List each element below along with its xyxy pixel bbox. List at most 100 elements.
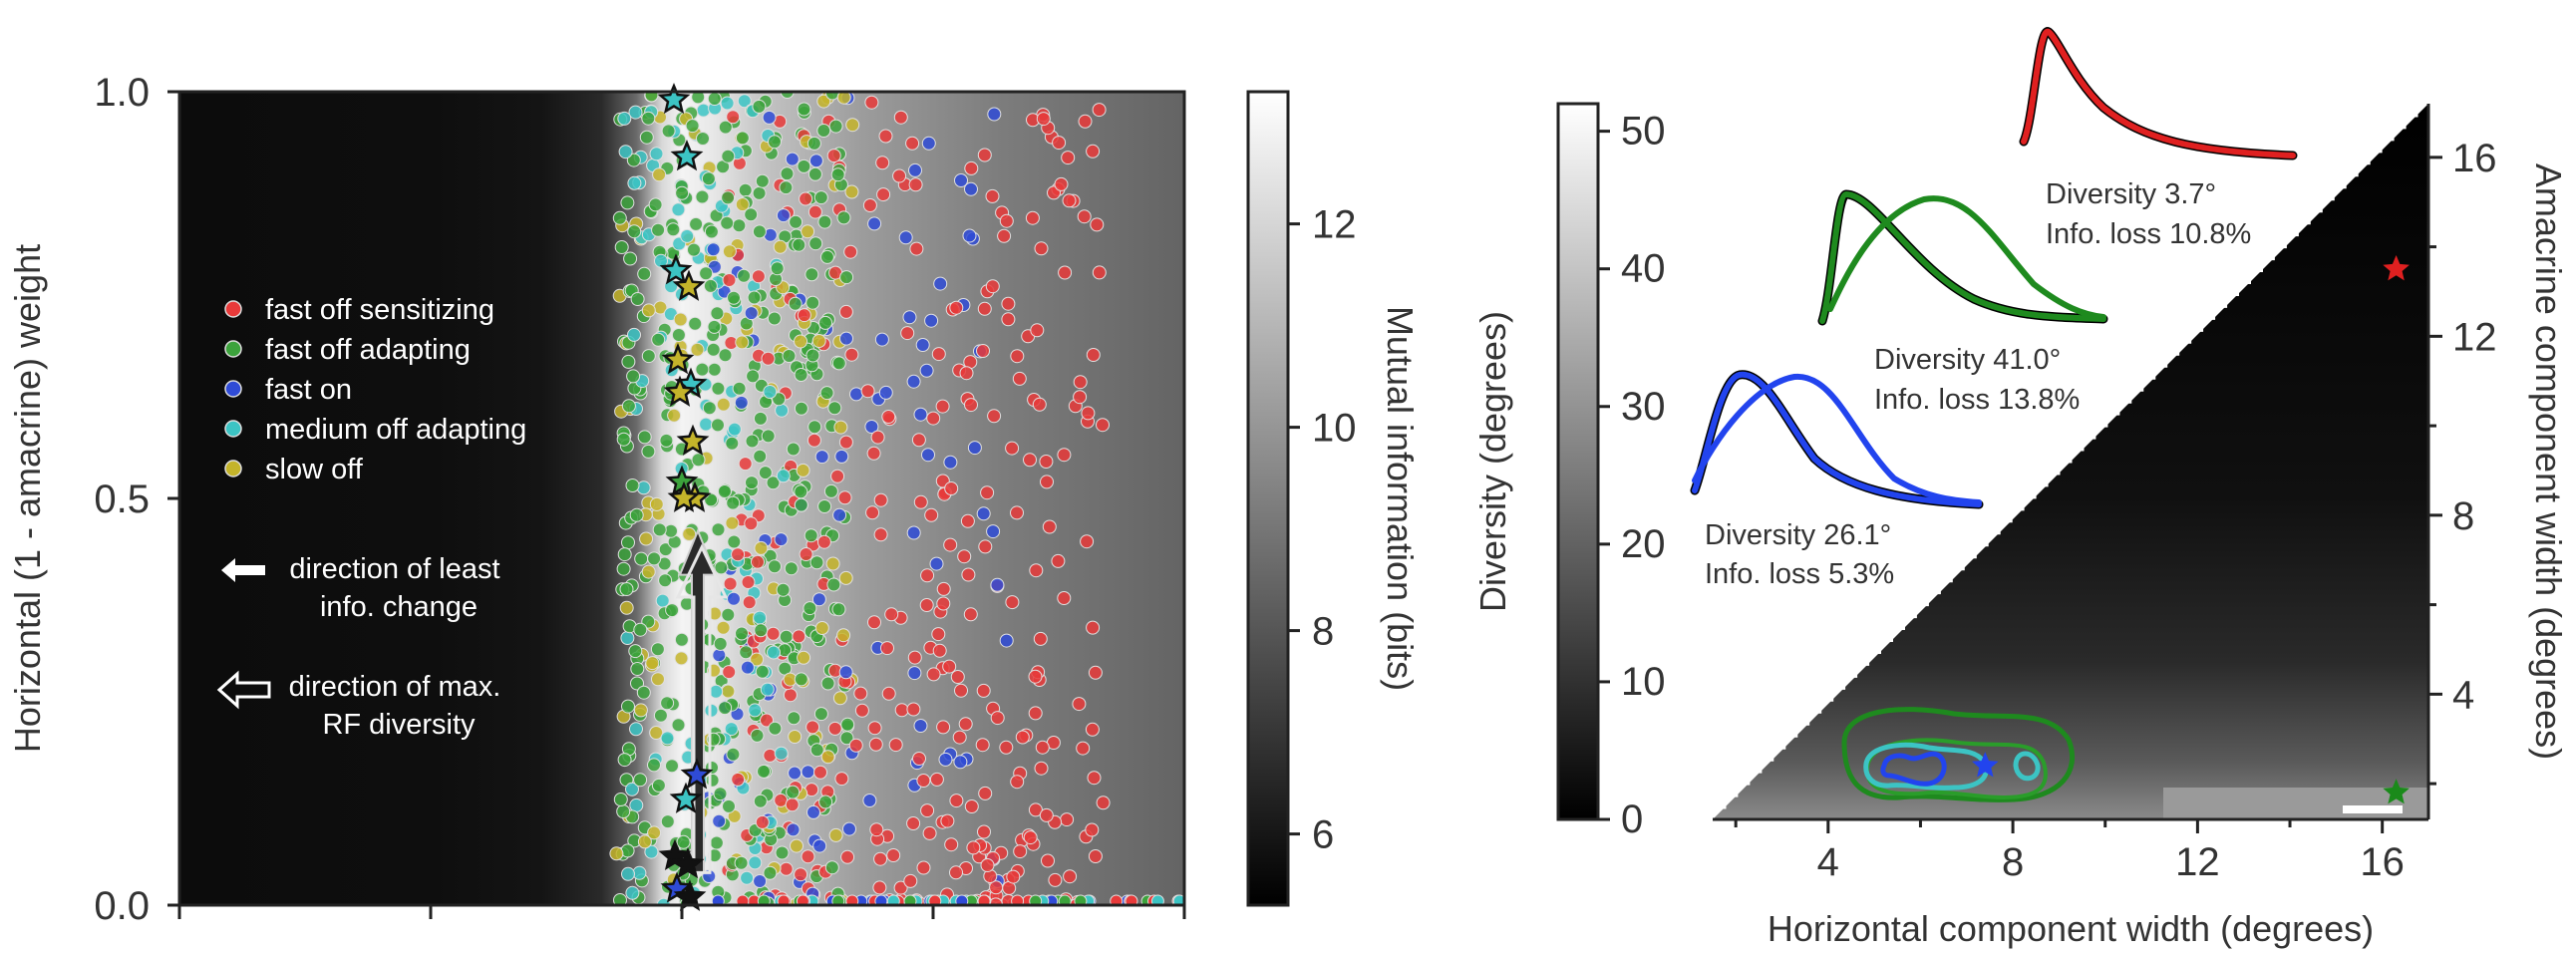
scatter-point — [710, 306, 725, 321]
scatter-point — [911, 433, 926, 448]
scatter-point — [761, 351, 776, 366]
scatter-point — [803, 601, 817, 616]
scatter-point — [906, 525, 921, 540]
scatter-point — [1034, 761, 1049, 776]
scatter-point — [797, 159, 811, 173]
scatter-point — [738, 457, 753, 472]
scatter-point — [792, 629, 806, 644]
scatter-point — [634, 551, 649, 566]
scatter-point — [906, 702, 921, 717]
colorbar-1-bar — [1246, 90, 1290, 907]
scatter-point — [661, 124, 676, 139]
scatter-point — [817, 214, 832, 229]
scatter-point — [929, 772, 944, 787]
scatter-point — [853, 686, 868, 701]
scatter-point — [943, 537, 958, 552]
scatter-point — [748, 703, 763, 718]
scatter-point — [878, 385, 893, 400]
scatter-point — [1041, 853, 1055, 868]
scatter-point — [954, 173, 968, 187]
scatter-point — [920, 803, 935, 818]
scatter-point — [794, 484, 808, 499]
scatter-point — [639, 130, 654, 145]
scatter-point — [799, 191, 813, 206]
scatter-point — [862, 794, 877, 807]
right-panel: 0 10 20 30 40 50 Diversity (degrees) 4 8 12 16 4… — [1472, 27, 2569, 949]
scatter-point — [1005, 595, 1020, 610]
scatter-point — [900, 326, 915, 341]
scatter-point — [797, 308, 811, 323]
scatter-point — [804, 528, 818, 543]
scatter-point — [671, 328, 686, 342]
scatter-point — [621, 399, 636, 414]
scatter-point — [928, 894, 942, 905]
scatter-point — [812, 838, 827, 853]
scatter-point — [755, 173, 770, 188]
scatter-point — [869, 822, 884, 837]
y-axis-label: Horizontal (1 - amacrine) weight — [7, 244, 48, 753]
scatter-point — [660, 696, 675, 711]
scatter-point — [837, 490, 852, 505]
scatter-point — [667, 408, 682, 423]
scatter-point — [1086, 348, 1101, 362]
scatter-point — [1085, 822, 1100, 837]
scatter-point — [987, 107, 1002, 122]
scatter-point — [907, 650, 922, 665]
scatter-point — [1077, 209, 1092, 224]
scatter-point — [1001, 312, 1016, 327]
scatter-point — [621, 699, 635, 714]
scatter-point — [818, 795, 833, 809]
scatter-point — [814, 621, 829, 635]
scatter-point — [819, 386, 834, 401]
scatter-point — [1052, 136, 1067, 151]
scatter-point — [740, 870, 755, 885]
scatter-point — [735, 197, 750, 212]
scatter-point — [924, 507, 939, 522]
inset-blue: Diversity 26.1° Info. loss 5.3% — [1690, 370, 1984, 590]
scatter-point — [964, 160, 979, 175]
scatter-point — [753, 874, 768, 888]
scatter-point — [641, 564, 656, 579]
scatter-point — [647, 551, 662, 566]
scatter-point — [952, 730, 967, 745]
legend-marker-medium-off-adapting — [224, 420, 242, 438]
scatter-point — [832, 691, 847, 706]
star-marker — [663, 375, 697, 407]
scatter-point — [894, 703, 909, 718]
scatter-point — [805, 267, 819, 282]
scatter-point — [867, 615, 881, 630]
scatter-point — [680, 228, 695, 243]
scatter-point — [915, 338, 930, 352]
scatter-point — [907, 666, 922, 681]
scatter-point — [741, 575, 756, 589]
scatter-point — [674, 651, 689, 666]
colorbar-1-tick-label: 8 — [1312, 610, 1334, 654]
scatter-point — [775, 403, 790, 418]
scatter-point — [985, 279, 1000, 294]
inset-blue-curve-2 — [1692, 373, 1982, 505]
star-marker — [670, 140, 704, 171]
scatter-point — [755, 664, 770, 679]
scatter-point — [726, 110, 741, 125]
scatter-point — [699, 266, 714, 281]
scatter-point — [905, 136, 920, 151]
scatter-point — [839, 270, 854, 285]
scatter-point — [724, 722, 739, 737]
scatter-point — [641, 303, 656, 318]
legend-label: slow off — [265, 454, 364, 485]
scatter-point — [827, 721, 842, 736]
scatter-point — [626, 369, 641, 384]
scatter-point — [758, 466, 773, 480]
scatter-point — [967, 441, 982, 456]
scatter-point — [980, 485, 995, 500]
scatter-point — [807, 420, 822, 435]
inset-green: Diversity 41.0° Info. loss 13.8% — [1817, 189, 2108, 416]
scatter-point — [844, 184, 859, 199]
scatter-point — [717, 484, 732, 498]
scatter-point — [999, 213, 1014, 228]
inset-green-diversity: Diversity 41.0° — [1874, 344, 2061, 376]
scatter-point — [868, 737, 883, 752]
scatter-point — [919, 363, 934, 378]
colorbar-1-tick-label: 10 — [1312, 407, 1357, 451]
scatter-point — [813, 765, 827, 780]
